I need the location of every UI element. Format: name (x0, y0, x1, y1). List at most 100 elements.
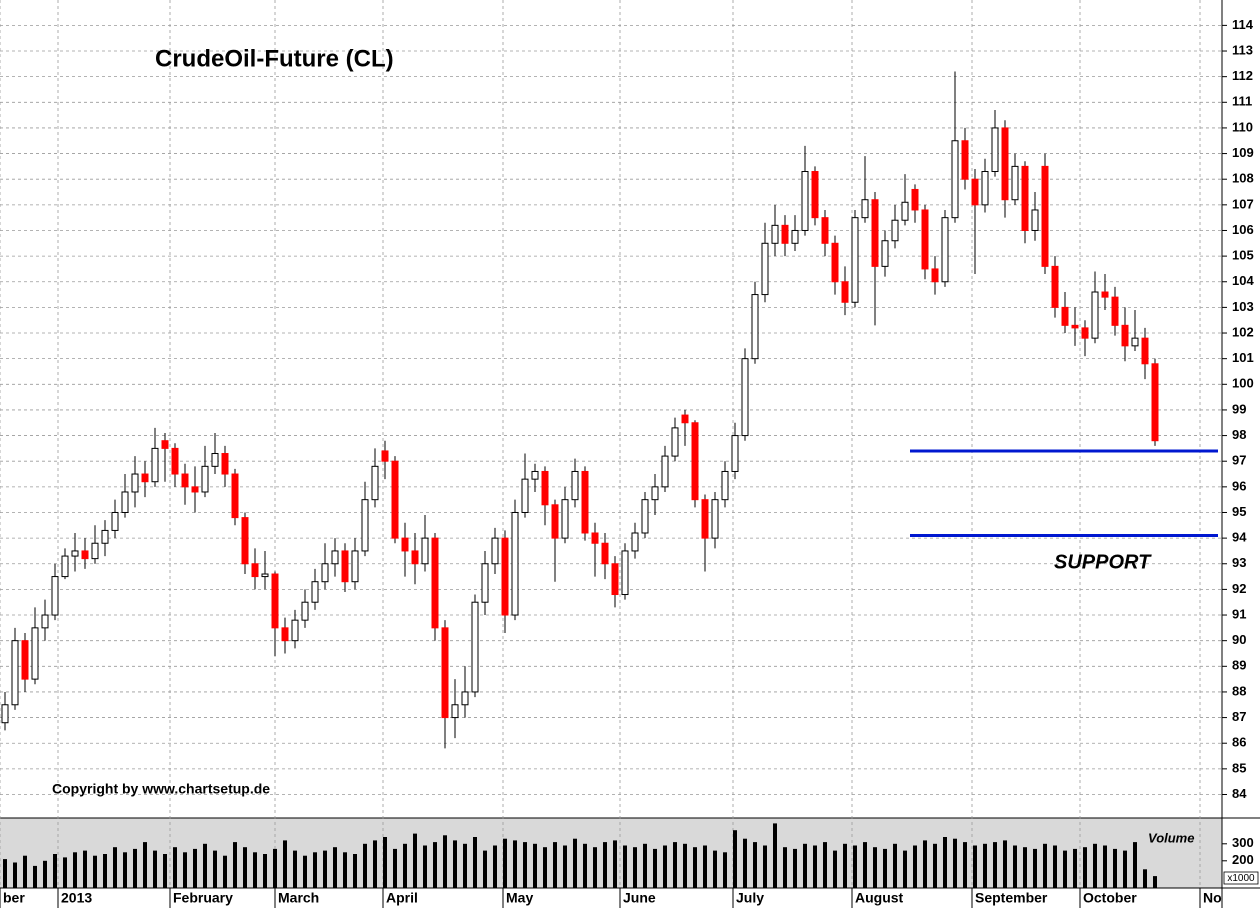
y-tick-label: 112 (1232, 68, 1253, 83)
volume-bar (313, 852, 317, 888)
unit-box (1223, 871, 1259, 885)
candle-body (791, 229, 799, 244)
volume-bar (913, 845, 917, 888)
x-tick-label: September (975, 890, 1048, 906)
candle-body (671, 427, 679, 457)
volume-bar (843, 843, 847, 888)
volume-bar (543, 847, 547, 888)
candle-body (681, 414, 689, 424)
candle-body (1141, 337, 1149, 365)
y-tick-label: 92 (1232, 581, 1246, 596)
candle-body (1001, 127, 1009, 201)
candle-body (501, 537, 509, 616)
y-tick-label: 91 (1232, 606, 1246, 621)
volume-bar (593, 847, 597, 888)
volume-bar (263, 854, 267, 888)
y-tick-label: 102 (1232, 324, 1254, 339)
volume-bar (533, 843, 537, 888)
volume-bar (363, 843, 367, 888)
candle-body (401, 537, 409, 552)
y-tick-label: 88 (1232, 683, 1246, 698)
volume-bar (683, 843, 687, 888)
candle-body (1111, 296, 1119, 326)
volume-bar (1003, 840, 1007, 888)
candle-body (421, 537, 429, 565)
candle-body (941, 217, 949, 283)
x-tick-label: June (623, 890, 656, 906)
volume-bar (43, 860, 47, 888)
candle-body (1041, 165, 1049, 267)
volume-bar (873, 847, 877, 888)
candle-body (271, 573, 279, 629)
candle-body (611, 563, 619, 596)
volume-unit: x1000 (1227, 873, 1255, 884)
volume-bar (323, 850, 327, 888)
volume-bar (943, 837, 947, 888)
candle-body (131, 473, 139, 493)
candle-body (81, 550, 89, 560)
volume-bar (53, 854, 57, 888)
y-tick-label: 87 (1232, 709, 1246, 724)
volume-bar (333, 847, 337, 888)
candle-body (811, 171, 819, 219)
volume-bar (523, 842, 527, 888)
y-tick-label: 109 (1232, 145, 1254, 160)
candle-body (231, 473, 239, 519)
candle-body (821, 217, 829, 244)
volume-bar (1133, 842, 1137, 888)
support-label: SUPPORT (1054, 551, 1152, 573)
candle-body (581, 470, 589, 534)
candle-body (121, 491, 129, 513)
candle-body (291, 619, 299, 642)
volume-bar (433, 842, 437, 888)
candle-body (1121, 324, 1129, 347)
candle-body (891, 219, 899, 242)
volume-bar (1073, 848, 1077, 888)
volume-bar (1013, 845, 1017, 888)
x-tick-label: October (1083, 890, 1137, 906)
volume-bar (623, 845, 627, 888)
candle-body (591, 532, 599, 544)
candle-body (411, 550, 419, 565)
volume-bar (443, 835, 447, 888)
y-tick-label: 90 (1232, 632, 1246, 647)
candle-body (1151, 363, 1159, 442)
date-axis (0, 888, 1260, 908)
volume-bar (373, 840, 377, 888)
candle-body (931, 268, 939, 283)
volume-bar (863, 842, 867, 888)
volume-bar (513, 840, 517, 888)
volume-bar (923, 840, 927, 888)
candle-body (731, 435, 739, 472)
candle-body (1061, 306, 1069, 326)
candle-body (831, 242, 839, 283)
volume-bar (813, 845, 817, 888)
volume-bar (63, 857, 67, 888)
volume-bar (823, 842, 827, 888)
volume-bar (833, 850, 837, 888)
candle-body (621, 550, 629, 596)
volume-bar (223, 855, 227, 888)
volume-bar (383, 837, 387, 888)
volume-bar (293, 850, 297, 888)
volume-bar (163, 854, 167, 888)
candle-body (781, 224, 789, 244)
y-tick-label: 98 (1232, 427, 1246, 442)
candle-body (351, 550, 359, 583)
candle-body (101, 529, 109, 544)
volume-bar (753, 842, 757, 888)
candle-body (721, 470, 729, 501)
volume-bar (93, 855, 97, 888)
candle-body (961, 140, 969, 180)
y-tick-label: 101 (1232, 350, 1254, 365)
y-tick-label: 96 (1232, 478, 1246, 493)
volume-bar (73, 852, 77, 888)
volume-bar (423, 845, 427, 888)
candle-body (711, 499, 719, 539)
candle-body (41, 614, 49, 629)
candle-body (181, 473, 189, 488)
volume-bar (973, 845, 977, 888)
volume-bar (903, 850, 907, 888)
volume-bar (743, 838, 747, 888)
volume-bar (13, 862, 17, 888)
